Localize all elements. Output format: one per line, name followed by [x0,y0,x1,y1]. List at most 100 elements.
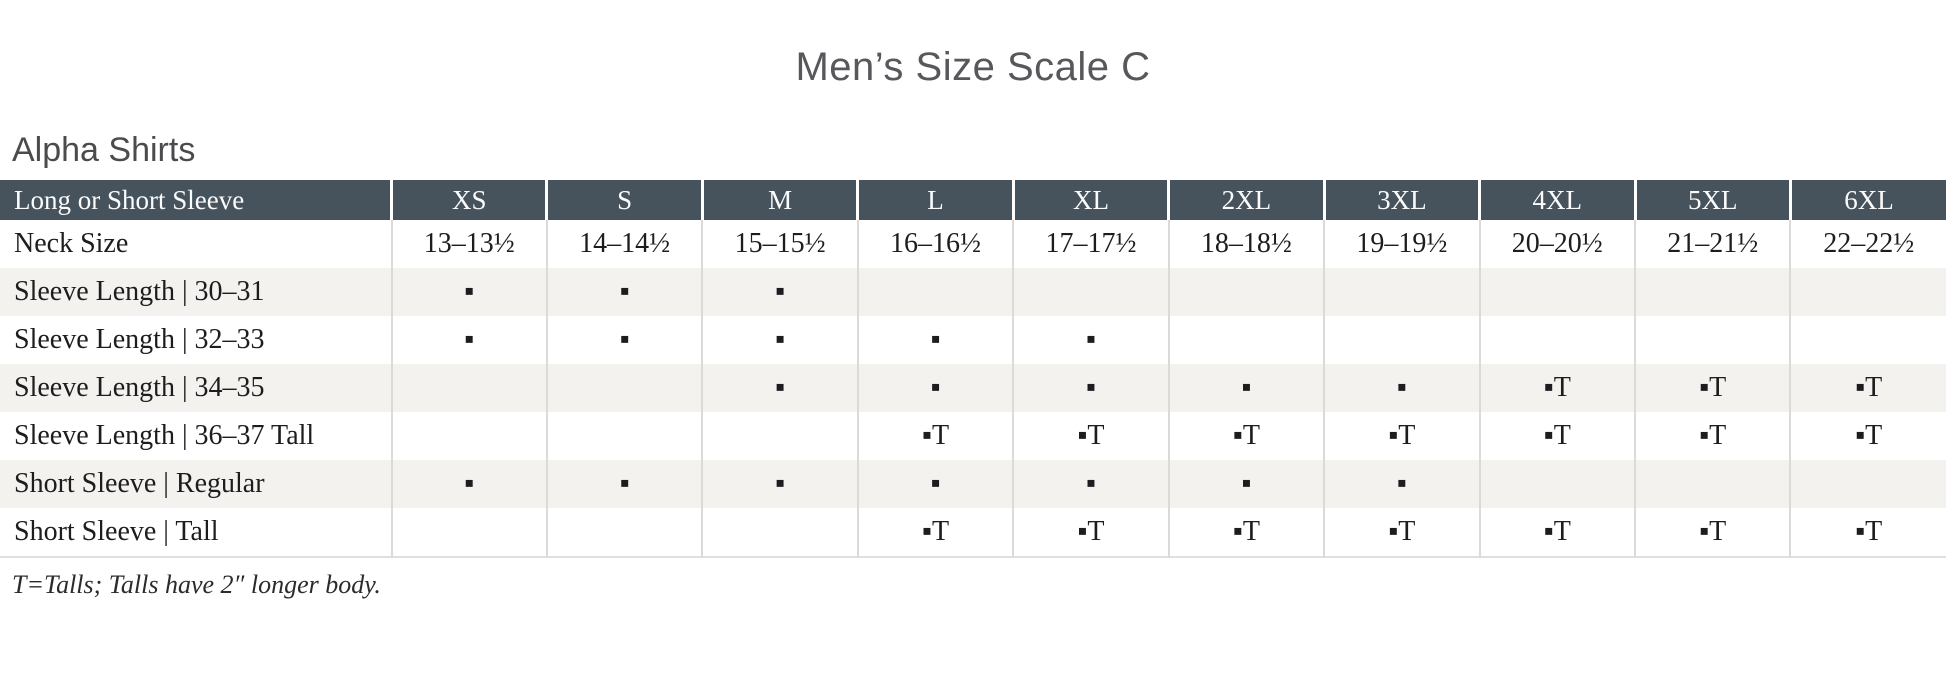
neck-size-cell: 17–17½ [1012,220,1169,268]
header-size-6xl: 6XL [1788,180,1946,220]
header-size-2xl: 2XL [1167,180,1325,220]
header-size-5xl: 5XL [1633,180,1791,220]
marker-cell: ▪ [701,316,858,364]
neck-size-cell: 20–20½ [1478,220,1635,268]
header-size-s: S [545,180,703,220]
marker-cell: ▪ [701,268,858,316]
marker-cell: ▪ [1167,460,1325,508]
table-row: Sleeve Length | 32–33 ▪ ▪ ▪ ▪ ▪ [0,316,1946,364]
neck-size-cell: 21–21½ [1633,220,1791,268]
marker-cell: ▪ [1167,364,1325,412]
empty-cell [1478,268,1635,316]
empty-cell [1478,460,1635,508]
marker-cell: ▪ [545,460,703,508]
marker-tall-cell: ▪T [1478,412,1635,460]
empty-cell [1478,316,1635,364]
empty-cell [390,412,547,460]
empty-cell [1323,316,1480,364]
page-title: Men’s Size Scale C [795,45,1151,89]
marker-cell: ▪ [545,268,703,316]
header-size-xs: XS [389,180,547,220]
empty-cell [701,412,858,460]
marker-tall-cell: ▪T [1012,412,1169,460]
marker-tall-cell: ▪T [1633,412,1791,460]
row-label: Sleeve Length | 36–37 Tall [14,420,315,451]
marker-tall-cell: ▪T [1633,508,1791,557]
empty-cell [390,364,547,412]
empty-cell [1789,460,1946,508]
marker-tall-cell: ▪T [1789,364,1946,412]
footnote: T=Talls; Talls have 2″ longer body. [12,570,381,599]
header-size-l: L [856,180,1014,220]
table-row: Short Sleeve | Tall ▪T ▪T ▪T ▪T ▪T ▪T ▪T [0,508,1946,557]
marker-cell: ▪ [701,364,858,412]
row-label: Sleeve Length | 32–33 [14,324,265,355]
empty-cell [1633,316,1791,364]
marker-cell: ▪ [1323,364,1480,412]
marker-cell: ▪ [1012,316,1169,364]
neck-size-cell: 15–15½ [701,220,858,268]
empty-cell [1012,268,1169,316]
header-size-xl: XL [1011,180,1169,220]
row-label: Sleeve Length | 30–31 [0,268,392,316]
header-label: Long or Short Sleeve [0,180,392,220]
marker-cell: ▪ [390,316,547,364]
header-row: Long or Short Sleeve XS S M L XL 2XL 3XL 4XL 5XL… [0,180,1946,220]
empty-cell [1633,268,1791,316]
marker-tall-cell: ▪T [1478,508,1635,557]
header-size-m: M [700,180,858,220]
marker-tall-cell: ▪T [1789,508,1946,557]
marker-tall-cell: ▪T [1633,364,1791,412]
table-row: Neck Size 13–13½ 14–14½ 15–15½ 16–16½ 17–17½ 1… [0,220,1946,268]
marker-cell: ▪ [1323,460,1480,508]
empty-cell [545,412,703,460]
marker-tall-cell: ▪T [1323,412,1480,460]
empty-cell [1633,460,1791,508]
marker-tall-cell: ▪T [856,412,1014,460]
table-row: Sleeve Length | 30–31 ▪ ▪ ▪ [0,268,1946,316]
marker-tall-cell: ▪T [1167,508,1325,557]
header-size-4xl: 4XL [1478,180,1635,220]
row-label: Short Sleeve | Regular [0,460,392,508]
neck-size-cell: 14–14½ [545,220,703,268]
marker-cell: ▪ [390,460,547,508]
header-size-3xl: 3XL [1322,180,1480,220]
empty-cell [1167,316,1325,364]
empty-cell [390,508,547,557]
marker-cell: ▪ [390,268,547,316]
row-label: Neck Size [14,228,129,259]
marker-tall-cell: ▪T [1478,364,1635,412]
marker-cell: ▪ [701,460,858,508]
marker-tall-cell: ▪T [1167,412,1325,460]
empty-cell [1323,268,1480,316]
neck-size-cell: 19–19½ [1323,220,1480,268]
empty-cell [545,508,703,557]
table-row: Sleeve Length | 36–37 Tall ▪T ▪T ▪T ▪T ▪T ▪T ▪T [0,412,1946,460]
empty-cell [1167,268,1325,316]
marker-cell: ▪ [856,460,1014,508]
neck-size-cell: 18–18½ [1167,220,1325,268]
marker-cell: ▪ [545,316,703,364]
marker-cell: ▪ [856,364,1014,412]
marker-tall-cell: ▪T [1012,508,1169,557]
neck-size-cell: 22–22½ [1789,220,1946,268]
alpha-shirts-size-table: Long or Short Sleeve XS S M L XL 2XL 3XL 4XL 5XL… [0,180,1946,558]
section-title: Alpha Shirts [12,131,196,169]
size-chart-page: Men’s Size Scale C Alpha Shirts Long or … [0,45,1946,599]
marker-tall-cell: ▪T [856,508,1014,557]
marker-tall-cell: ▪T [1323,508,1480,557]
empty-cell [701,508,858,557]
empty-cell [545,364,703,412]
table-header: Long or Short Sleeve XS S M L XL 2XL 3XL 4XL 5XL… [0,180,1946,220]
empty-cell [1789,316,1946,364]
table-row: Short Sleeve | Regular ▪ ▪ ▪ ▪ ▪ ▪ ▪ [0,460,1946,508]
empty-cell [1789,268,1946,316]
empty-cell [856,268,1014,316]
marker-cell: ▪ [1012,364,1169,412]
marker-cell: ▪ [856,316,1014,364]
marker-cell: ▪ [1012,460,1169,508]
table-body: Neck Size 13–13½ 14–14½ 15–15½ 16–16½ 17–17½ 1… [0,220,1946,557]
table-row: Sleeve Length | 34–35 ▪ ▪ ▪ ▪ ▪ ▪T ▪T ▪T [0,364,1946,412]
row-label: Short Sleeve | Tall [14,516,219,547]
neck-size-cell: 13–13½ [390,220,547,268]
